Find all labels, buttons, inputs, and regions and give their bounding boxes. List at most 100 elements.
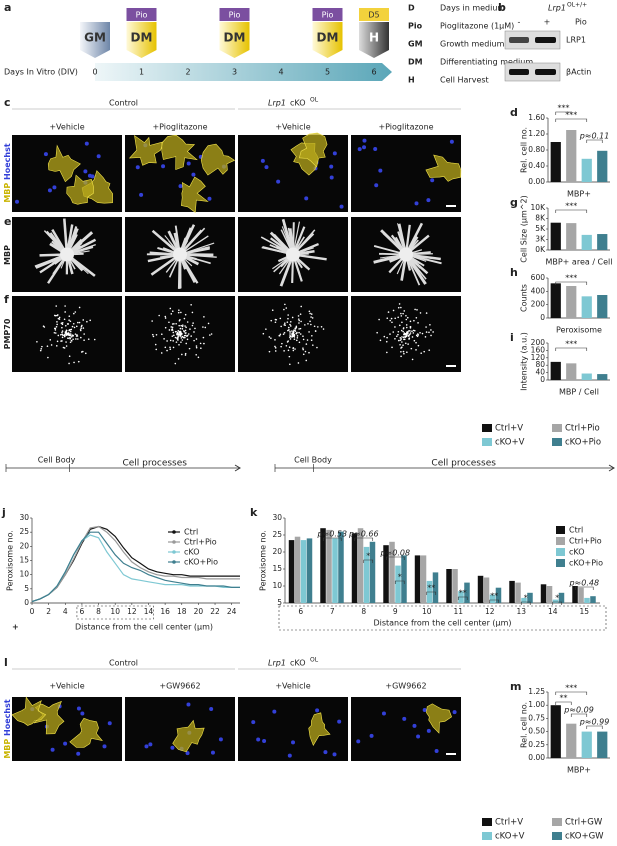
blot [504,30,561,50]
peroxisome [421,332,424,335]
peroxisome [169,348,172,351]
sig-label: * [366,552,370,561]
peroxisome [77,360,80,363]
sig-bracket [520,601,531,605]
peroxisome [189,328,191,330]
peroxisome [169,339,172,342]
peroxisome [284,322,286,324]
nucleus [262,739,267,744]
x-axis-label: MBP+ area / Cell [545,258,612,267]
peroxisome [387,311,390,313]
nucleus [47,188,52,193]
peroxisome [413,329,416,332]
soma [60,247,74,262]
y-tick-label: 1.00 [528,700,545,709]
micrograph [12,135,122,212]
x-tick-label: 4 [63,607,68,616]
micrograph [351,217,461,292]
bar [581,158,592,182]
peroxisome [68,315,71,318]
peroxisome [180,324,182,327]
peroxisome [425,331,428,333]
x-tick-label: 0 [30,607,35,616]
peroxisome [288,346,291,349]
peroxisome [300,305,303,308]
peroxisome [76,335,79,337]
peroxisome [405,326,408,329]
condition-label: +Vehicle [49,682,84,691]
peroxisome [410,347,413,350]
bar [401,555,407,603]
peroxisome [168,321,170,324]
nucleus [260,158,265,163]
region-label: Cell Body [294,456,332,465]
peroxisome [425,312,428,314]
peroxisome [399,339,402,341]
nucleus [381,711,386,716]
soma [173,247,187,262]
peroxisome [425,326,427,328]
peroxisome [62,346,65,349]
peroxisome [322,328,325,330]
bar [332,538,338,603]
nucleus [80,711,85,716]
peroxisome [403,352,405,355]
peroxisome [296,337,299,339]
peroxisome [409,325,412,328]
peroxisome [164,315,167,318]
sig-label: * [555,594,559,603]
sig-label: ** [427,584,435,593]
peroxisome [166,349,168,352]
nucleus [161,164,166,169]
peroxisome [191,324,194,327]
peroxisome [180,337,183,339]
bar [495,587,502,603]
peroxisome [262,332,265,335]
y-tick-label: 0.75 [528,713,545,722]
panel-letter: i [510,331,514,344]
nucleus [144,744,149,749]
peroxisome [415,341,417,344]
sig-bracket [586,725,603,729]
peroxisome [184,325,186,327]
bar [432,572,439,603]
peroxisome [168,329,171,331]
bar [597,295,608,318]
peroxisome [64,331,67,333]
peroxisome [310,313,313,315]
region-arrow [608,464,615,472]
y-tick-label: 400 [531,286,546,295]
y-tick-label: 5 [277,598,282,607]
peroxisome [61,326,63,329]
peroxisome [194,327,196,330]
peroxisome [400,312,402,315]
key-abbr: Pio [408,22,423,31]
tag-box [126,8,157,21]
peroxisome [416,309,418,311]
peroxisome [310,339,313,341]
peroxisome [158,314,160,317]
tag-box [312,8,343,21]
nucleus [251,720,256,725]
peroxisome [399,343,401,346]
peroxisome [83,339,85,342]
y-tick-label: 10K [531,203,547,212]
y-tick-label: 200 [531,338,546,347]
peroxisome [411,336,414,338]
peroxisome [187,333,190,335]
peroxisome [65,329,68,332]
nucleus [416,734,421,739]
peroxisome [378,318,380,321]
y-tick-label: 0 [24,598,29,607]
y-axis-label: Counts [520,284,529,312]
bar [590,596,596,603]
axis-label: Days In Vitro (DIV) [4,68,78,77]
peroxisome [406,316,409,319]
key-text: Growth medium [440,40,505,49]
peroxisome [305,343,308,345]
peroxisome [71,334,74,337]
legend-label: cKO+Pio [569,559,603,568]
stage-label: DM [224,31,246,45]
x-tick-label: 20 [194,607,204,616]
key-abbr: DM [408,58,423,67]
